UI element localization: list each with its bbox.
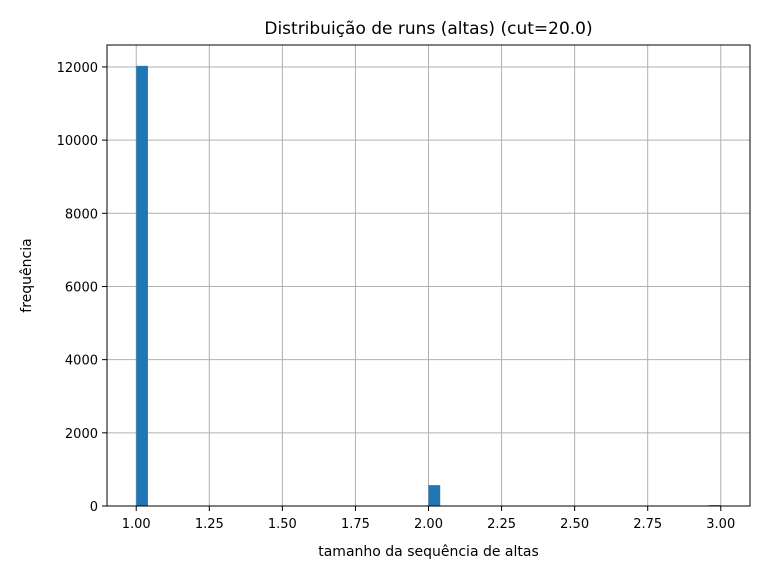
x-axis: 1.00 1.25 1.50 1.75 2.00 2.25 2.50 2.75 3.00 — [122, 506, 735, 532]
y-tick-label: 10000 — [57, 134, 98, 149]
histogram-bar — [428, 485, 441, 506]
x-tick-label: 3.00 — [706, 517, 735, 532]
x-tick-label: 1.00 — [122, 517, 151, 532]
y-tick-label: 6000 — [65, 280, 98, 295]
x-tick-label: 1.75 — [341, 517, 370, 532]
y-tick-label: 4000 — [65, 354, 98, 369]
histogram-bar — [136, 65, 148, 506]
chart-title: Distribuição de runs (altas) (cut=20.0) — [264, 19, 592, 39]
y-tick-label: 2000 — [65, 427, 98, 442]
y-axis-label: frequência — [19, 238, 35, 312]
y-tick-label: 0 — [90, 500, 98, 515]
x-tick-label: 1.25 — [195, 517, 224, 532]
y-tick-label: 12000 — [57, 61, 98, 76]
x-tick-label: 2.25 — [487, 517, 516, 532]
y-axis: 0 2000 4000 6000 8000 10000 12000 — [57, 61, 107, 515]
x-tick-label: 1.50 — [268, 517, 297, 532]
grid-layer — [107, 45, 750, 507]
y-tick-label: 8000 — [65, 207, 98, 222]
x-tick-label: 2.75 — [633, 517, 662, 532]
x-tick-label: 2.00 — [414, 517, 443, 532]
x-tick-label: 2.50 — [560, 517, 589, 532]
x-axis-label: tamanho da sequência de altas — [318, 544, 539, 560]
